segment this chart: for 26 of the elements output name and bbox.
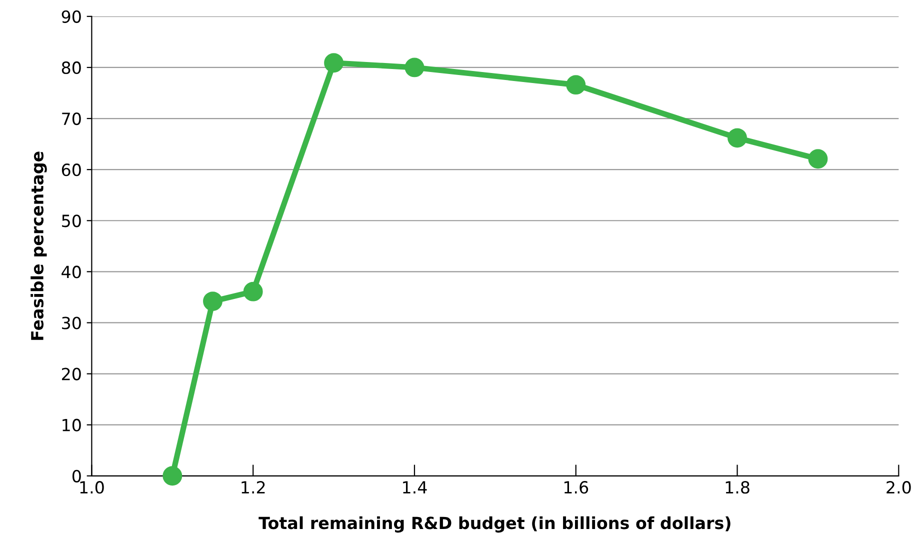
y-tick-label: 70 bbox=[62, 112, 81, 126]
point bbox=[566, 75, 586, 95]
x-tick-label: 1.0 bbox=[80, 481, 104, 494]
x-tick-label: 1.4 bbox=[403, 481, 427, 494]
point bbox=[404, 58, 424, 78]
point bbox=[203, 292, 222, 312]
y-tick-label: 80 bbox=[62, 61, 81, 74]
point bbox=[162, 466, 182, 486]
y-tick-label: 40 bbox=[62, 266, 81, 278]
y-tick-label: 90 bbox=[62, 10, 81, 23]
y-tick-label: 10 bbox=[62, 418, 81, 432]
x-tick-label: 1.8 bbox=[726, 481, 750, 494]
y-tick-label: 30 bbox=[62, 316, 81, 330]
point bbox=[324, 53, 344, 73]
y-tick-label: 60 bbox=[62, 164, 81, 176]
point bbox=[808, 149, 828, 169]
y-tick-label: 0 bbox=[72, 470, 81, 482]
point bbox=[728, 128, 747, 148]
x-tick-label: 1.2 bbox=[242, 481, 265, 494]
point bbox=[243, 282, 263, 302]
y-tick-label: 50 bbox=[62, 214, 81, 228]
y-tick-label: 20 bbox=[62, 368, 81, 380]
x-tick-label: 1.6 bbox=[564, 481, 588, 494]
y-axis-title: Feasible percentage bbox=[30, 152, 47, 340]
x-tick-label: 2.0 bbox=[886, 481, 911, 494]
x-axis-title: Total remaining R&D budget (in billions of dollars) bbox=[258, 516, 730, 533]
